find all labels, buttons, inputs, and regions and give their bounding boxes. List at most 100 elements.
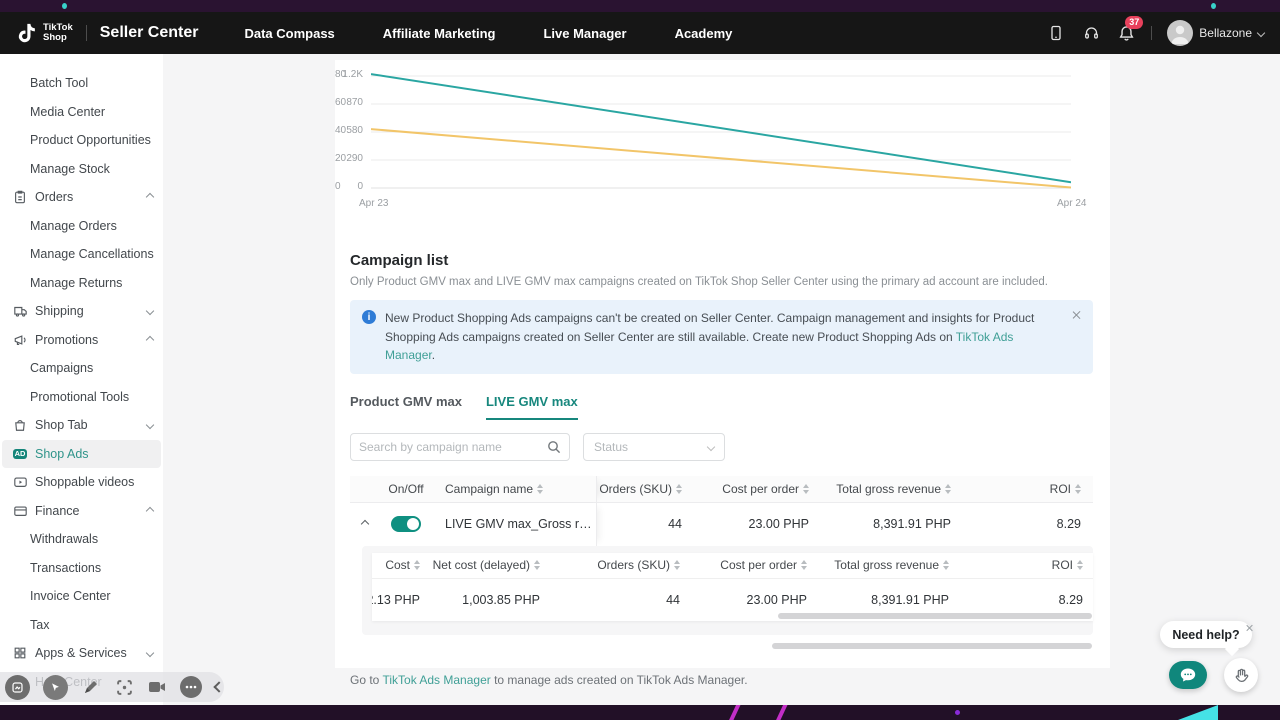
right-axis-tick: 40 [335,125,347,136]
campaign-toggle-on[interactable] [391,516,421,533]
tiktok-shop-logo[interactable]: TikTok Shop [16,21,73,45]
sidebar-item-orders[interactable]: Orders [0,183,163,212]
card-icon [12,503,28,519]
search-icon[interactable] [547,440,561,454]
section-subtitle: Only Product GMV max and LIVE GMV max ca… [350,276,1049,288]
notification-count-badge: 37 [1125,16,1144,29]
chevron-up-icon [145,193,155,202]
mobile-app-icon[interactable] [1046,23,1066,43]
sidebar-item-promotional-tools[interactable]: Promotional Tools [30,389,130,404]
sidebar-item-invoice-center[interactable]: Invoice Center [30,589,111,604]
sidebar-item-promotions[interactable]: Promotions [0,326,163,355]
video-camera-icon[interactable] [147,677,167,697]
sidebar-item-manage-stock[interactable]: Manage Stock [30,161,110,176]
col-cost-per-order[interactable]: Cost per order [682,482,809,496]
cost-per-order-value: 23.00 PHP [746,592,807,607]
close-icon[interactable] [1245,624,1253,632]
sidebar-item-withdrawals[interactable]: Withdrawals [30,532,99,547]
right-axis-tick: 0 [335,181,341,192]
sort-icon [414,560,420,571]
detail-horizontal-scrollbar[interactable] [778,612,1092,619]
right-axis-tick: 80 [335,69,347,80]
campaign-search-box[interactable] [350,432,570,461]
col-cost[interactable]: Cost [372,558,420,572]
more-options-icon[interactable] [180,676,202,698]
tab-product-gmv-max[interactable]: Product GMV max [350,393,462,409]
chart-plot-area [371,73,1071,189]
raise-hand-button[interactable] [1224,658,1258,692]
cost-per-order-value: 23.00 PHP [748,517,809,532]
chat-support-button[interactable] [1169,661,1207,689]
campaign-name[interactable]: LIVE GMV max_Gross revenue_... [445,517,596,532]
search-input[interactable] [359,439,547,454]
sidebar-item-media-center[interactable]: Media Center [30,104,106,119]
collapse-toolbar-icon[interactable] [213,681,225,693]
sidebar-item-finance[interactable]: Finance [0,497,163,526]
sort-icon [674,560,680,571]
close-icon[interactable] [1071,310,1081,320]
x-axis-label-start: Apr 23 [359,198,389,209]
col-roi[interactable]: ROI [951,482,1093,496]
sidebar-item-tax[interactable]: Tax [30,617,50,632]
col-roi[interactable]: ROI [949,558,1093,572]
gmv-tabs: Product GMV max LIVE GMV max [350,394,1093,420]
net-cost-value: 1,003.85 PHP [462,592,540,607]
tiktok-ads-manager-link[interactable]: TikTok Ads Manager [382,672,491,687]
capture-region-icon[interactable] [114,677,134,697]
sidebar-item-manage-returns[interactable]: Manage Returns [30,275,123,290]
logo-wordmark: TikTok Shop [43,21,73,43]
user-name: Bellazone [1199,26,1252,40]
table-horizontal-scrollbar[interactable] [772,642,1092,649]
col-orders-sku[interactable]: Orders (SKU) [540,558,680,572]
truck-icon [12,303,28,319]
nav-data-compass[interactable]: Data Compass [244,25,335,41]
nav-live-manager[interactable]: Live Manager [543,25,627,41]
orders-value: 44 [668,517,682,532]
tiktok-ads-manager-link[interactable]: TikTok Ads Manager [385,329,1014,363]
col-total-gross-revenue[interactable]: Total gross revenue [809,482,951,496]
col-cost-per-order[interactable]: Cost per order [680,558,807,572]
need-help-bubble[interactable]: Need help? [1160,621,1252,648]
col-campaign-name[interactable]: Campaign name [432,475,597,502]
cursor-tool-icon[interactable] [43,674,68,700]
annotation-toolbar [0,672,225,702]
notifications-bell-icon[interactable]: 37 [1116,16,1144,43]
campaign-table-header: On/Off Campaign name Orders (SKU) Cost p… [350,475,1093,503]
nav-affiliate-marketing[interactable]: Affiliate Marketing [382,25,496,41]
sidebar-item-shipping[interactable]: Shipping [0,297,163,326]
support-headset-icon[interactable] [1081,23,1101,43]
banner-text: New Product Shopping Ads campaigns can't… [385,311,1035,363]
sidebar-item-shop-tab[interactable]: Shop Tab [0,411,163,440]
col-net-cost-delayed[interactable]: Net cost (delayed) [420,558,540,572]
sidebar-item-campaigns[interactable]: Campaigns [30,361,94,376]
sidebar-item-shop-ads[interactable]: AD Shop Ads [2,439,161,468]
tab-live-gmv-max[interactable]: LIVE GMV max [485,394,578,420]
avatar [1167,20,1194,46]
decoration-dot [955,710,960,715]
chart-line-teal [371,73,1071,184]
nav-academy[interactable]: Academy [674,25,733,41]
col-orders-sku[interactable]: Orders (SKU) [597,482,682,496]
sidebar-item-manage-cancellations[interactable]: Manage Cancellations [30,247,154,262]
roi-value: 8.29 [1058,592,1083,607]
campaign-list-section: Campaign list Only Product GMV max and L… [350,252,1093,687]
header-nav: Data Compass Affiliate Marketing Live Ma… [244,26,732,41]
sidebar-item-apps-services[interactable]: Apps & Services [0,639,163,668]
decoration-slash [728,705,742,720]
pen-tool-icon[interactable] [81,677,101,697]
status-filter-select[interactable]: Status [583,432,725,461]
sidebar-item-product-opportunities[interactable]: Product Opportunities [30,133,151,148]
sidebar-item-transactions[interactable]: Transactions [30,560,102,575]
collapse-row-icon[interactable] [360,520,370,529]
sidebar-item-batch-tool[interactable]: Batch Tool [30,76,89,91]
user-menu[interactable]: Bellazone [1167,20,1266,46]
sidebar-item-shoppable-videos[interactable]: Shoppable videos [0,468,163,497]
screenshot-tool-icon[interactable] [5,674,30,700]
col-total-gross-revenue[interactable]: Total gross revenue [807,558,949,572]
sort-icon [803,483,809,494]
header-divider [1151,26,1153,40]
hand-icon [1235,668,1248,682]
sidebar-item-manage-orders[interactable]: Manage Orders [30,218,117,233]
header-divider [85,25,87,41]
sort-icon[interactable] [537,483,544,494]
